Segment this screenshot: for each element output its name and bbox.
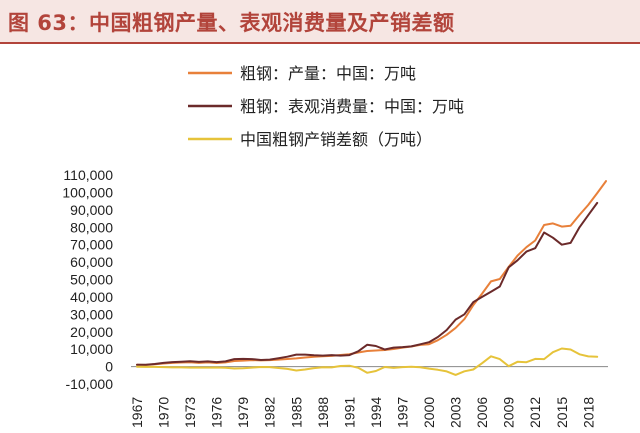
y-tick-label: 50,000 [70, 272, 113, 288]
x-tick-label: 2015 [554, 397, 570, 428]
x-tick-label: 1985 [288, 397, 304, 428]
y-tick-label: 90,000 [70, 202, 113, 218]
y-tick-label: 0 [105, 359, 113, 375]
legend-label-1: 粗钢：产量：中国：万吨 [240, 64, 416, 83]
x-tick-label: 1973 [182, 397, 198, 428]
x-tick-label: 1994 [368, 397, 384, 428]
x-tick-label: 2018 [580, 397, 596, 428]
x-tick-label: 2009 [501, 397, 517, 428]
x-tick-label: 1988 [315, 397, 331, 428]
y-tick-label: 20,000 [70, 324, 113, 340]
y-tick-label: 80,000 [70, 219, 113, 235]
y-tick-label: 60,000 [70, 254, 113, 270]
x-tick-label: 1967 [129, 397, 145, 428]
y-tick-label: 70,000 [70, 237, 113, 253]
x-tick-label: 2003 [448, 397, 464, 428]
legend-label-3: 中国粗钢产销差额（万吨） [240, 130, 432, 149]
x-tick-label: 2012 [527, 397, 543, 428]
series-line-3 [136, 347, 599, 376]
y-tick-label: -10,000 [66, 376, 114, 392]
x-tick-label: 1976 [209, 397, 225, 428]
x-tick-label: 2006 [474, 397, 490, 428]
y-tick-label: 30,000 [70, 306, 113, 322]
y-tick-label: 100,000 [62, 184, 113, 200]
figure-title: 图 63：中国粗钢产量、表观消费量及产销差额 [8, 11, 455, 35]
figure-title-bar: 图 63：中国粗钢产量、表观消费量及产销差额 [0, 0, 640, 44]
series-line-1 [136, 180, 607, 366]
x-tick-label: 2000 [421, 397, 437, 428]
legend-label-2: 粗钢：表观消费量：中国：万吨 [240, 97, 464, 116]
series-line-2 [136, 201, 599, 366]
x-tick-label: 1970 [156, 397, 172, 428]
x-tick-label: 1997 [394, 397, 410, 428]
x-tick-label: 1982 [262, 397, 278, 428]
series-lines [136, 180, 607, 376]
y-tick-label: 10,000 [70, 341, 113, 357]
x-axis-tick-labels: 1967 1970 1973 1976 1979 1982 1985 1988 1991 1994… [129, 397, 596, 428]
y-tick-label: 40,000 [70, 289, 113, 305]
x-tick-label: 1991 [341, 397, 357, 428]
y-tick-label: 110,000 [63, 167, 113, 183]
x-tick-label: 1979 [235, 397, 251, 428]
